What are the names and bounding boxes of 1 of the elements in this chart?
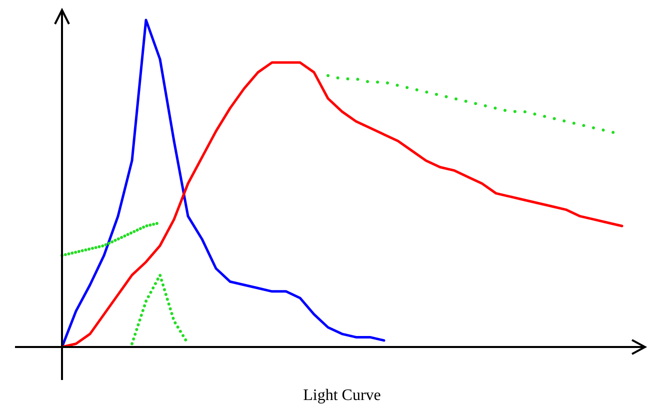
x-axis-title: Light Curve bbox=[303, 387, 381, 404]
